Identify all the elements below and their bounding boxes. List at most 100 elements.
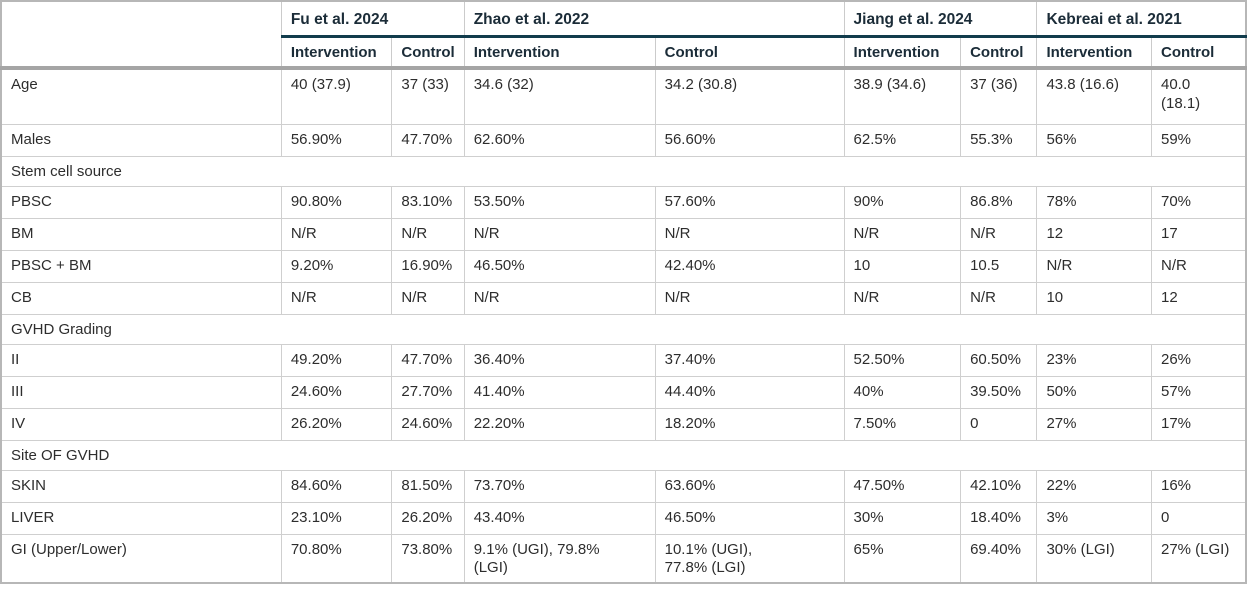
cell-value: N/R	[654, 217, 845, 251]
cell-value: 10.5	[960, 249, 1038, 283]
cell-value: 26%	[1150, 343, 1247, 377]
table-row-gi: GI (Upper/Lower) 70.80% 73.80% 9.1% (UGI…	[0, 533, 1247, 584]
cell-value: 44.40%	[654, 375, 845, 409]
cell-value: 24.60%	[280, 375, 393, 409]
corner-cell	[1, 1, 282, 70]
row-label: IV	[0, 407, 282, 441]
cell-value: 49.20%	[280, 343, 393, 377]
cell-value: 27% (LGI)	[1150, 533, 1247, 584]
cell-value: 57%	[1150, 375, 1247, 409]
cell-value: 40%	[843, 375, 962, 409]
row-label: SKIN	[0, 469, 282, 503]
row-label: Males	[0, 123, 282, 157]
section-row-site-of-gvhd: Site OF GVHD	[1, 439, 1246, 471]
cell-value: 65%	[843, 533, 962, 584]
table-row-grade-iv: IV 26.20% 24.60% 22.20% 18.20% 7.50% 0 2…	[0, 407, 1247, 441]
row-label: BM	[0, 217, 282, 251]
study-header-jiang: Jiang et al. 2024	[843, 1, 1037, 38]
cell-value: 22%	[1036, 469, 1152, 503]
cell-value: 47.70%	[391, 123, 465, 157]
cell-value: 40 (37.9)	[280, 67, 393, 125]
cell-value: 23%	[1036, 343, 1152, 377]
cell-value: 34.6 (32)	[463, 67, 656, 125]
cell-value: 17%	[1150, 407, 1247, 441]
cell-value: N/R	[843, 217, 962, 251]
cell-value: 39.50%	[960, 375, 1038, 409]
subheader-row: Intervention Control Intervention Contro…	[1, 36, 1246, 70]
cell-value: N/R	[960, 281, 1038, 315]
table-row-grade-iii: III 24.60% 27.70% 41.40% 44.40% 40% 39.5…	[0, 375, 1247, 409]
row-label: III	[0, 375, 282, 409]
cell-value: 18.40%	[960, 501, 1038, 535]
studies-comparison-table: Fu et al. 2024 Zhao et al. 2022 Jiang et…	[0, 0, 1247, 584]
cell-value: 56.90%	[280, 123, 393, 157]
cell-value: 17	[1150, 217, 1247, 251]
cell-value: 42.40%	[654, 249, 845, 283]
cell-value: 59%	[1150, 123, 1247, 157]
section-row-gvhd-grading: GVHD Grading	[1, 313, 1246, 345]
cell-value: 7.50%	[843, 407, 962, 441]
cell-value: 23.10%	[280, 501, 393, 535]
cell-value: N/R	[280, 281, 393, 315]
table-row-liver: LIVER 23.10% 26.20% 43.40% 46.50% 30% 18…	[0, 501, 1247, 535]
cell-value: 0	[1150, 501, 1247, 535]
row-label: LIVER	[0, 501, 282, 535]
cell-value: 37.40%	[654, 343, 845, 377]
cell-value: 50%	[1036, 375, 1152, 409]
cell-value: 90%	[843, 185, 962, 219]
section-label: Site OF GVHD	[1, 439, 1246, 471]
cell-value: 40.0 (18.1)	[1150, 67, 1247, 125]
cell-value: 37 (33)	[391, 67, 465, 125]
cell-value: 9.1% (UGI), 79.8% (LGI)	[463, 533, 656, 584]
table-row-pbsc-bm: PBSC + BM 9.20% 16.90% 46.50% 42.40% 10 …	[0, 249, 1247, 283]
cell-value: 27%	[1036, 407, 1152, 441]
cell-value: N/R	[391, 281, 465, 315]
cell-value: N/R	[960, 217, 1038, 251]
cell-value: 16.90%	[391, 249, 465, 283]
row-label: PBSC	[0, 185, 282, 219]
cell-value: N/R	[280, 217, 393, 251]
section-row-stem-cell-source: Stem cell source	[1, 155, 1246, 187]
section-label: Stem cell source	[1, 155, 1246, 187]
cell-value: 46.50%	[654, 501, 845, 535]
cell-value: 46.50%	[463, 249, 656, 283]
subheader-jiang-intervention: Intervention	[843, 36, 961, 70]
table-row-males: Males 56.90% 47.70% 62.60% 56.60% 62.5% …	[0, 123, 1247, 157]
row-label: GI (Upper/Lower)	[0, 533, 282, 584]
cell-value: 47.70%	[391, 343, 465, 377]
cell-value: 62.60%	[463, 123, 656, 157]
cell-value: 22.20%	[463, 407, 656, 441]
cell-value: N/R	[1150, 249, 1247, 283]
cell-value: 53.50%	[463, 185, 656, 219]
cell-value: 86.8%	[960, 185, 1038, 219]
cell-value: 3%	[1036, 501, 1152, 535]
cell-value: 62.5%	[843, 123, 962, 157]
cell-value: 10	[843, 249, 962, 283]
cell-value: 16%	[1150, 469, 1247, 503]
cell-value: 56%	[1036, 123, 1152, 157]
cell-value: N/R	[463, 281, 656, 315]
cell-value: N/R	[654, 281, 845, 315]
cell-value: 30% (LGI)	[1036, 533, 1152, 584]
table-row-grade-ii: II 49.20% 47.70% 36.40% 37.40% 52.50% 60…	[0, 343, 1247, 377]
row-label: PBSC + BM	[0, 249, 282, 283]
cell-value: N/R	[843, 281, 962, 315]
cell-value: 9.20%	[280, 249, 393, 283]
subheader-fu-intervention: Intervention	[280, 36, 392, 70]
cell-value: 26.20%	[280, 407, 393, 441]
row-label: CB	[0, 281, 282, 315]
cell-value: 34.2 (30.8)	[654, 67, 845, 125]
cell-value: 27.70%	[391, 375, 465, 409]
cell-value: 30%	[843, 501, 962, 535]
cell-value: 81.50%	[391, 469, 465, 503]
subheader-fu-control: Control	[391, 36, 465, 70]
cell-value: 69.40%	[960, 533, 1038, 584]
row-label: II	[0, 343, 282, 377]
cell-value: 78%	[1036, 185, 1152, 219]
cell-value: 83.10%	[391, 185, 465, 219]
subheader-zhao-control: Control	[654, 36, 845, 70]
cell-value: N/R	[463, 217, 656, 251]
cell-value: 18.20%	[654, 407, 845, 441]
cell-value: 12	[1150, 281, 1247, 315]
cell-value: 73.70%	[463, 469, 656, 503]
